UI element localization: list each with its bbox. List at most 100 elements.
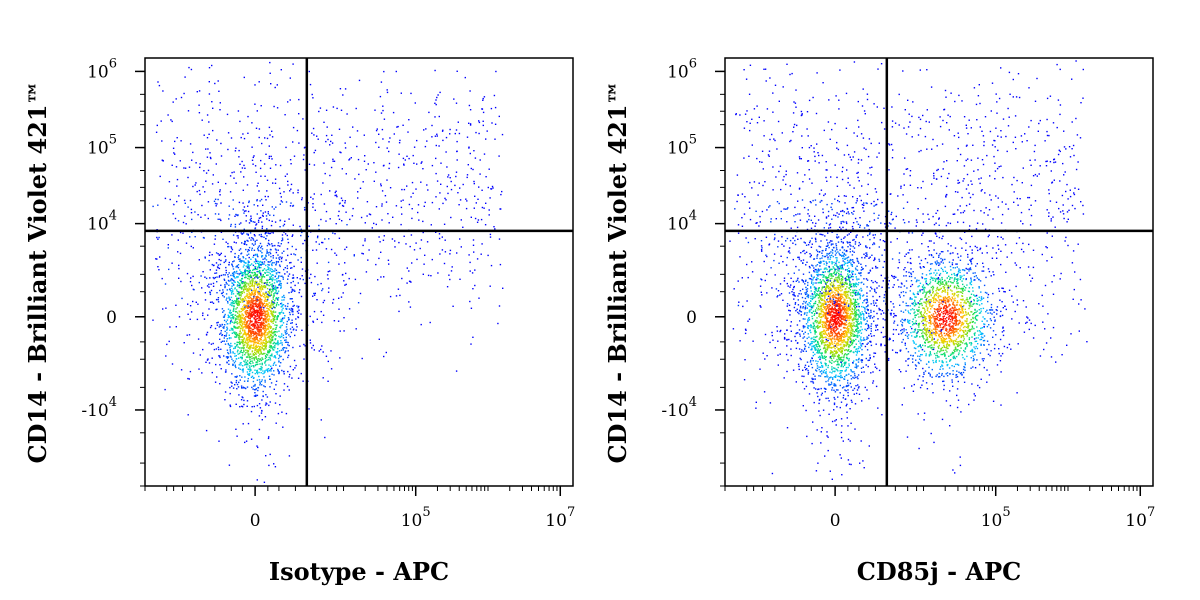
event-dot xyxy=(279,226,281,228)
event-dot xyxy=(217,267,219,269)
event-dot xyxy=(262,204,264,206)
event-dot xyxy=(282,276,284,278)
event-dot xyxy=(234,342,236,345)
event-dot xyxy=(412,154,414,157)
event-dot xyxy=(246,290,248,293)
event-dot xyxy=(280,311,283,313)
event-dot xyxy=(232,308,235,311)
event-dot xyxy=(838,357,840,359)
event-dot xyxy=(241,316,243,319)
event-dot xyxy=(239,269,241,271)
event-dot xyxy=(218,440,220,442)
event-dot xyxy=(158,84,161,87)
event-dot xyxy=(228,296,230,298)
event-dot xyxy=(312,295,314,297)
event-dot xyxy=(279,365,281,367)
event-dot xyxy=(408,280,411,282)
event-dot xyxy=(828,384,830,386)
event-dot xyxy=(261,347,263,349)
event-dot xyxy=(233,281,236,283)
event-dot xyxy=(175,326,177,328)
event-dot xyxy=(217,253,219,255)
event-dot xyxy=(265,341,267,343)
event-dot xyxy=(229,405,232,408)
event-dot xyxy=(862,460,864,462)
event-dot xyxy=(423,129,425,131)
event-dot xyxy=(257,205,259,207)
event-dot xyxy=(430,224,432,226)
event-dot xyxy=(272,274,274,276)
event-dot xyxy=(259,328,261,330)
event-dot xyxy=(242,347,244,349)
event-dot xyxy=(835,351,837,353)
event-dot xyxy=(250,312,253,314)
event-dot xyxy=(259,334,261,336)
event-dot xyxy=(247,271,249,273)
event-dot xyxy=(872,371,874,373)
event-dot xyxy=(237,386,240,388)
event-dot xyxy=(183,199,186,202)
event-dot xyxy=(197,338,200,340)
event-dot xyxy=(837,291,839,293)
event-dot xyxy=(732,328,735,330)
event-dot xyxy=(402,199,404,201)
event-dot xyxy=(829,361,831,364)
event-dot xyxy=(823,299,825,301)
event-dot xyxy=(261,227,263,229)
event-dot xyxy=(293,359,296,362)
event-dot xyxy=(342,94,344,96)
event-dot xyxy=(263,348,265,350)
event-dot xyxy=(840,401,843,403)
event-dot xyxy=(268,288,271,291)
event-dot xyxy=(255,305,257,307)
event-dot xyxy=(268,219,270,222)
event-dot xyxy=(277,290,280,292)
event-dot xyxy=(790,348,792,350)
event-dot xyxy=(413,162,415,164)
event-dot xyxy=(818,314,821,316)
event-dot xyxy=(262,275,264,277)
event-dot xyxy=(224,324,226,326)
event-dot xyxy=(220,202,222,204)
event-dot xyxy=(823,255,826,258)
event-dot xyxy=(837,199,839,202)
event-dot xyxy=(445,136,448,139)
event-dot xyxy=(225,335,227,337)
event-dot xyxy=(229,322,231,325)
event-dot xyxy=(274,248,277,250)
event-dot xyxy=(241,376,243,378)
event-dot xyxy=(436,133,438,135)
event-dot xyxy=(813,336,815,338)
event-dot xyxy=(152,319,154,321)
event-dot xyxy=(269,349,272,352)
event-dot xyxy=(224,399,226,401)
event-dot xyxy=(241,242,243,244)
event-dot xyxy=(261,225,264,228)
event-dot xyxy=(243,283,246,285)
event-dot xyxy=(255,320,257,323)
event-dot xyxy=(237,272,239,275)
event-dot xyxy=(258,333,260,335)
event-dot xyxy=(271,287,274,289)
event-dot xyxy=(293,304,295,307)
event-dot xyxy=(395,295,398,297)
event-dot xyxy=(834,323,836,325)
event-dot xyxy=(283,383,286,385)
event-dot xyxy=(854,335,857,337)
event-dot xyxy=(409,245,411,248)
event-dot xyxy=(226,332,228,334)
event-dot xyxy=(298,142,300,144)
event-dot xyxy=(847,384,850,386)
event-dot xyxy=(195,301,197,303)
event-dot xyxy=(267,213,269,215)
event-dot xyxy=(864,386,866,389)
event-dot xyxy=(469,270,471,272)
event-dot xyxy=(259,322,261,324)
event-dot xyxy=(782,299,784,301)
event-dot xyxy=(803,333,805,335)
event-dot xyxy=(418,219,420,221)
event-dot xyxy=(253,318,255,320)
event-dot xyxy=(332,158,334,160)
event-dot xyxy=(187,110,190,112)
event-dot xyxy=(269,359,272,361)
